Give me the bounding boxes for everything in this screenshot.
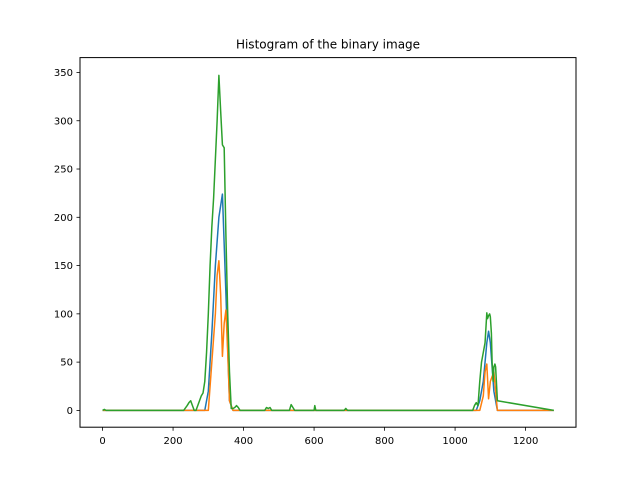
y-tick-label: 100: [54, 309, 73, 320]
x-tick-label: 0: [99, 436, 105, 447]
y-tick-label: 50: [60, 358, 73, 369]
x-tick-label: 1200: [513, 436, 538, 447]
x-tick-label: 200: [164, 436, 183, 447]
y-tick-label: 0: [67, 406, 73, 417]
series-line-2: [102, 259, 554, 412]
y-axis: 0 50 100 150 200 250 300 350: [54, 68, 80, 417]
x-tick-label: 600: [305, 436, 324, 447]
x-tick-label: 400: [234, 436, 253, 447]
y-tick-label: 350: [54, 68, 73, 79]
y-tick-label: 200: [54, 213, 73, 224]
plot-frame: [79, 57, 577, 428]
series-line-1: [102, 193, 554, 412]
y-tick-label: 150: [54, 261, 73, 272]
plot-lines: [102, 74, 554, 412]
series-line-3: [102, 74, 554, 412]
chart-title: Histogram of the binary image: [236, 38, 420, 52]
x-tick-label: 800: [375, 436, 394, 447]
y-tick-label: 250: [54, 165, 73, 176]
y-tick-label: 300: [54, 116, 73, 127]
x-tick-label: 1000: [442, 436, 467, 447]
x-axis: 0 200 400 600 800 1000 1200: [99, 427, 538, 447]
